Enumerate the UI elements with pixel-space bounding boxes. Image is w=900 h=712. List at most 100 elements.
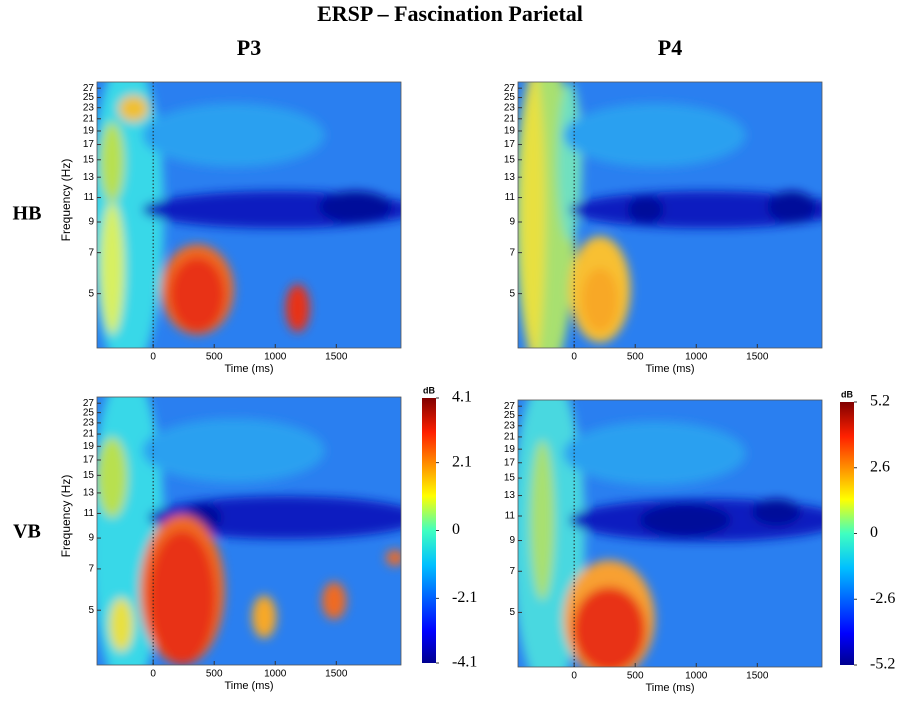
heatmap-region <box>572 586 646 667</box>
y-tick-label: 25 <box>83 92 95 103</box>
y-tick-label: 15 <box>83 470 95 481</box>
y-axis-label: Frequency (Hz) <box>59 159 73 242</box>
heatmap-region <box>142 418 325 483</box>
heatmap-image <box>97 397 401 665</box>
heatmap-region <box>318 191 392 223</box>
x-tick-label: 1000 <box>685 671 708 682</box>
x-tick-label: 500 <box>206 669 223 680</box>
plot-frame <box>96 396 402 666</box>
y-tick-label: 11 <box>505 192 516 203</box>
y-tick-label: 17 <box>83 455 95 466</box>
plot-frame <box>96 81 402 349</box>
x-tick-label: 0 <box>571 352 577 363</box>
column-title: P3 <box>237 35 261 60</box>
x-tick-label: 1500 <box>746 352 769 363</box>
x-axis-label: Time (ms) <box>224 680 273 692</box>
heatmap-region <box>100 121 125 202</box>
plot-frame <box>517 81 823 349</box>
heatmap-image <box>518 400 822 667</box>
y-tick-label: 19 <box>504 444 516 455</box>
row-title: VB <box>13 521 41 543</box>
y-tick-label: 21 <box>83 113 95 124</box>
heatmap-region <box>285 284 310 333</box>
heatmap-region <box>100 201 125 335</box>
heatmap-region <box>252 595 277 639</box>
x-tick-label: 1500 <box>325 669 348 680</box>
colorbar-tick-label: 2.6 <box>870 458 890 475</box>
y-tick-label: 21 <box>504 113 516 124</box>
heatmap-region <box>148 531 216 665</box>
y-tick-label: 9 <box>88 533 94 544</box>
heatmap-region <box>385 549 401 566</box>
y-tick-label: 13 <box>83 488 95 499</box>
y-tick-label: 11 <box>84 508 95 519</box>
y-tick-label: 23 <box>83 102 95 113</box>
heatmap-image <box>518 82 822 348</box>
y-tick-label: 21 <box>83 429 95 440</box>
heatmap-region <box>557 82 582 242</box>
x-tick-label: 500 <box>627 671 644 682</box>
heatmap-region <box>521 82 546 348</box>
y-tick-label: 13 <box>504 490 516 501</box>
y-tick-label: 11 <box>505 511 516 522</box>
colorbar-tick-label: -2.1 <box>452 589 477 606</box>
x-axis-label: Time (ms) <box>224 363 273 375</box>
y-tick-label: 9 <box>88 217 94 228</box>
heatmap-region <box>627 196 664 223</box>
y-tick-label: 5 <box>88 605 94 616</box>
y-tick-label: 21 <box>504 432 516 443</box>
y-tick-label: 5 <box>509 607 515 618</box>
y-tick-label: 23 <box>83 418 95 429</box>
y-tick-label: 25 <box>83 407 95 418</box>
row-title: HB <box>13 203 42 225</box>
y-tick-label: 7 <box>509 566 515 577</box>
y-tick-label: 19 <box>83 441 95 452</box>
colorbar-tick-label: -5.2 <box>870 656 895 673</box>
x-tick-label: 1000 <box>685 352 708 363</box>
colorbar-tick-label: -2.6 <box>870 590 895 607</box>
colorbar-tick-label: 5.2 <box>870 393 890 410</box>
x-axis-label: Time (ms) <box>645 363 694 375</box>
colorbar <box>840 402 854 665</box>
heatmap-region <box>118 95 149 122</box>
x-tick-label: 1500 <box>746 671 769 682</box>
colorbar-tick-label: -4.1 <box>452 654 477 671</box>
y-tick-label: 7 <box>88 564 94 575</box>
x-tick-label: 1000 <box>264 352 287 363</box>
column-title: P4 <box>658 35 682 60</box>
x-axis-label: Time (ms) <box>645 682 694 694</box>
y-axis-label: Frequency (Hz) <box>59 475 73 558</box>
colorbar-tick-label: 4.1 <box>452 389 472 406</box>
y-tick-label: 15 <box>504 473 516 484</box>
x-tick-label: 1000 <box>264 669 287 680</box>
colorbar-tick-label: 0 <box>452 521 460 538</box>
x-tick-label: 0 <box>150 352 156 363</box>
y-tick-label: 27 <box>83 83 95 94</box>
y-tick-label: 5 <box>88 288 94 299</box>
y-tick-label: 15 <box>83 154 95 165</box>
heatmap-region <box>321 581 347 620</box>
y-tick-label: 7 <box>509 247 515 258</box>
y-tick-label: 7 <box>88 247 94 258</box>
x-tick-label: 500 <box>627 352 644 363</box>
x-tick-label: 500 <box>206 352 223 363</box>
y-tick-label: 17 <box>83 139 95 150</box>
y-tick-label: 13 <box>83 172 95 183</box>
y-tick-label: 19 <box>504 126 516 137</box>
heatmap-region <box>752 498 801 526</box>
y-tick-label: 13 <box>504 172 516 183</box>
heatmap-texture <box>518 400 822 667</box>
heatmap-texture <box>97 82 401 348</box>
y-tick-label: 27 <box>83 398 95 409</box>
heatmap-region <box>563 421 746 486</box>
heatmap-texture <box>97 397 401 665</box>
y-tick-label: 25 <box>504 92 516 103</box>
heatmap-region <box>563 103 746 168</box>
y-tick-label: 23 <box>504 420 516 431</box>
heatmap-region <box>109 598 134 652</box>
y-tick-label: 5 <box>509 288 515 299</box>
y-tick-label: 15 <box>504 154 516 165</box>
y-tick-label: 27 <box>504 83 516 94</box>
heatmap-texture <box>518 82 822 348</box>
